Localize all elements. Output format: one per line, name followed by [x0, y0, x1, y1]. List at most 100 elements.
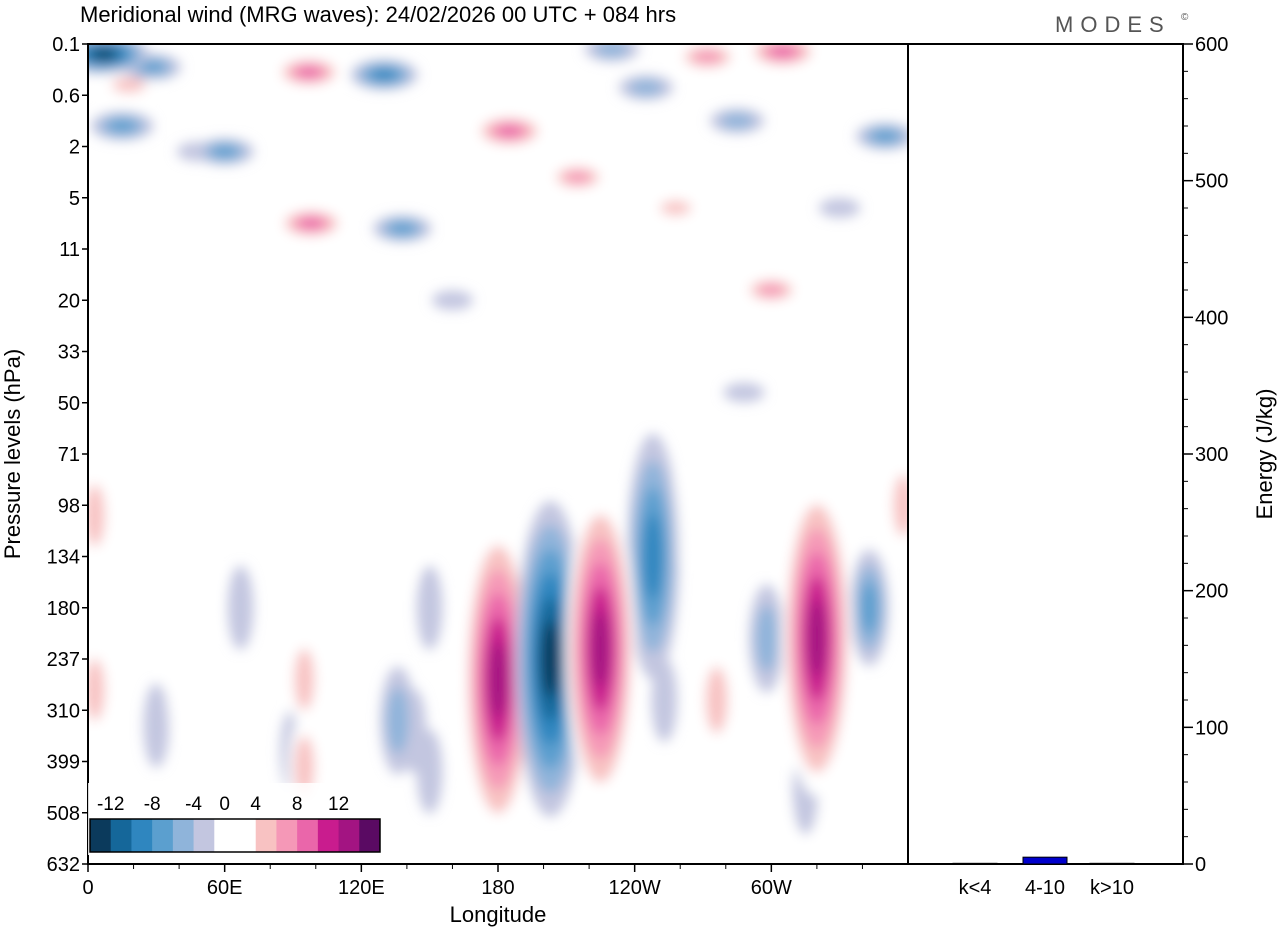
contour-band [758, 284, 785, 296]
contour-band [166, 647, 192, 732]
field-feature [887, 455, 908, 556]
energy-y-tick-label: 400 [1195, 307, 1228, 329]
contour-band [416, 565, 443, 650]
x-tick-label: 120W [609, 877, 661, 899]
contour-band [294, 735, 315, 798]
field-feature [746, 44, 819, 68]
y-tick-label: 632 [47, 854, 80, 876]
colorbar-label: -8 [144, 794, 161, 815]
contour-band [238, 352, 280, 372]
field-feature [819, 198, 861, 218]
field-feature [769, 801, 796, 864]
colorbar-cell [235, 819, 257, 852]
field-feature [709, 108, 765, 134]
field-feature [380, 666, 416, 775]
contour-band [591, 610, 610, 688]
field-feature [781, 480, 853, 797]
x-tick-label: 120E [338, 877, 385, 899]
field-feature [462, 521, 534, 838]
field-feature [515, 501, 586, 817]
contour-band [545, 434, 587, 454]
field-feature [238, 352, 280, 372]
field-feature [277, 208, 346, 239]
field-feature [227, 565, 254, 650]
y-tick-label: 134 [47, 547, 80, 569]
field-feature [350, 59, 418, 90]
contour-band [247, 96, 285, 115]
field-feature [275, 57, 343, 88]
y-tick-label: 237 [47, 649, 80, 671]
y-tick-label: 399 [47, 752, 80, 774]
field-feature [416, 565, 443, 650]
contour-band [643, 513, 663, 600]
y-axis-label: Pressure levels (hPa) [0, 349, 25, 559]
field-feature [650, 196, 701, 220]
contour-band [389, 222, 416, 235]
contour-band [541, 620, 559, 698]
contour-band [108, 119, 137, 133]
field-feature [372, 215, 432, 242]
field-feature [195, 138, 255, 165]
field-feature [90, 111, 154, 141]
energy-bar [1089, 862, 1135, 865]
field-feature [393, 402, 439, 424]
energy-category-label: k<4 [959, 877, 992, 899]
field-feature [88, 639, 111, 740]
contour-band [88, 484, 105, 547]
field-feature [749, 584, 785, 693]
y-tick-label: 310 [47, 700, 80, 722]
field-feature [295, 382, 337, 403]
colorbar-cell [359, 819, 381, 852]
field-feature [88, 44, 149, 74]
contour-band [893, 474, 908, 537]
contour-band [595, 44, 629, 57]
colorbar-label: 4 [250, 794, 261, 815]
contour-band [723, 382, 765, 403]
energy-y-tick-label: 500 [1195, 171, 1228, 193]
field-feature [584, 44, 640, 62]
contour-band [693, 50, 722, 64]
chart-title: Meridional wind (MRG waves): 24/02/2026 … [80, 2, 676, 27]
colorbar-cell [338, 819, 360, 852]
contour-band [189, 555, 215, 640]
contour-band [211, 145, 238, 158]
contour-band [394, 504, 420, 589]
energy-category-label: 4-10 [1025, 877, 1065, 899]
field-feature [166, 647, 192, 732]
contour-band [815, 796, 842, 864]
contour-band [496, 125, 522, 137]
colorbar-cell [214, 819, 236, 852]
colorbar-cell [193, 819, 215, 852]
contour-band [651, 658, 678, 742]
contour-band [860, 581, 878, 634]
x-axis-label: Longitude [450, 902, 547, 927]
energy-y-tick-label: 300 [1195, 444, 1228, 466]
field-contours [88, 44, 908, 864]
contour-band [393, 402, 439, 424]
field-feature [651, 658, 678, 742]
colorbar-cell [317, 819, 340, 852]
colorbar-label: -4 [185, 794, 202, 815]
energy-panel: 0 100 200 300 400 500 600 k<4 4-10 k>10 [907, 34, 1228, 899]
field-feature [143, 683, 170, 768]
field-feature [626, 433, 680, 680]
y-tick-label: 11 [59, 239, 80, 261]
colorbar-cell [276, 819, 298, 852]
y-tick-label: 0.6 [52, 85, 80, 107]
y-tick-label: 0.1 [52, 34, 80, 56]
x-tick-label: 180 [481, 877, 514, 899]
contour-band [88, 658, 105, 721]
field-feature [565, 490, 636, 807]
contour-band [299, 218, 323, 229]
contour-band [522, 300, 565, 321]
colorbar-label: 12 [328, 794, 349, 815]
field-layer [88, 44, 908, 864]
field-feature [815, 796, 842, 864]
field-feature [723, 382, 765, 403]
x-tick-label: 0 [82, 877, 93, 899]
y-tick-label: 33 [58, 342, 80, 364]
contour-band [808, 600, 826, 677]
field-feature [675, 44, 740, 72]
energy-border [907, 43, 1184, 865]
